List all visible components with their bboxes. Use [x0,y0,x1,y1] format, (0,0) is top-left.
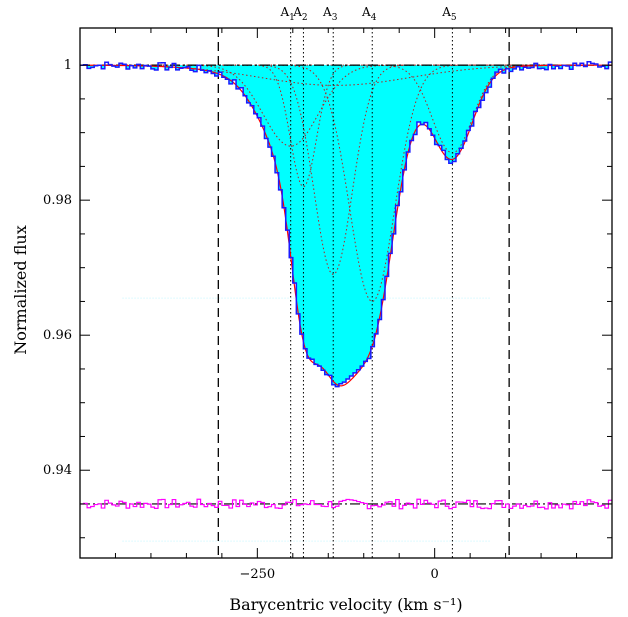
absorption-fill-area [80,65,612,387]
component-markers [290,28,453,558]
absorption-fill [80,65,612,387]
y-tick-label: 0.94 [43,463,72,478]
x-tick-label: 0 [431,567,439,582]
axis-ticks: −250 0 0.94 0.96 0.98 1 [43,28,613,582]
component-label-5: A5 [441,5,457,23]
residual-steps [80,498,612,510]
data-histogram [80,60,612,388]
data-steps [80,60,612,388]
plot-frame [79,27,613,559]
y-tick-label: 0.98 [43,193,72,208]
x-axis-title: Barycentric velocity (km s⁻¹) [229,595,462,614]
y-tick-label: 0.96 [43,328,72,343]
component-label-3: A3 [322,5,338,23]
component-label-4: A4 [361,5,377,23]
y-tick-label: 1 [64,58,72,73]
x-tick-label: −250 [239,567,275,582]
y-axis-title: Normalized flux [11,225,30,354]
axes-frame [79,27,613,559]
integration-limits [217,28,510,558]
residuals [80,498,612,510]
